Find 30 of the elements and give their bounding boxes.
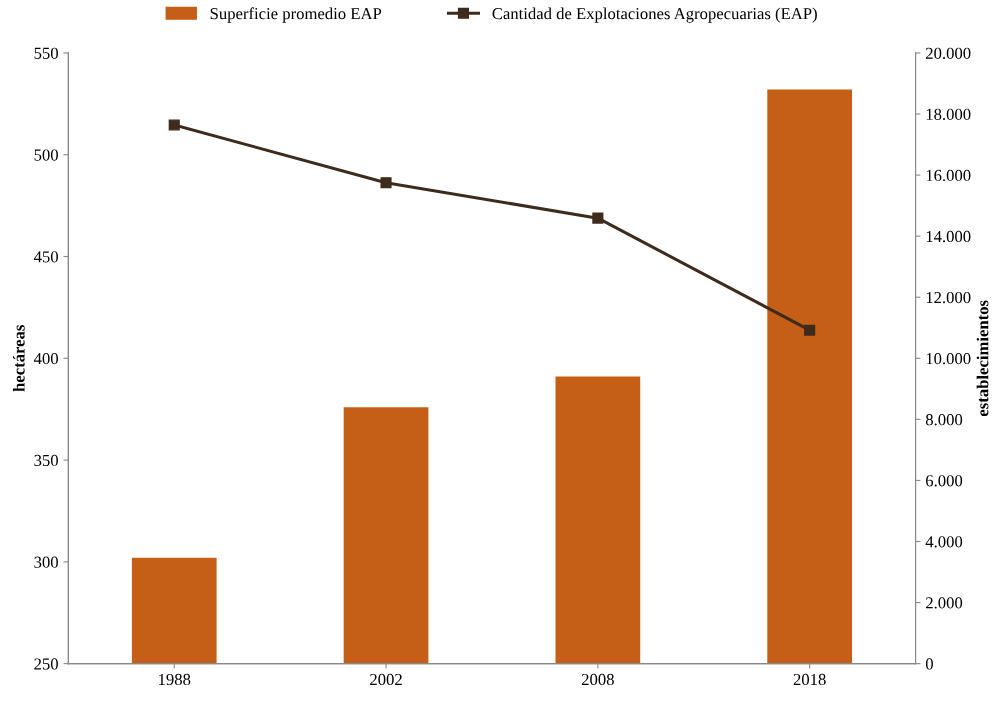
y2-tick-label: 20.000 bbox=[926, 47, 971, 59]
y2-tick-label: 8.000 bbox=[925, 414, 963, 426]
y-tick-label: 400 bbox=[33, 352, 58, 365]
y2-tick-label: 0 bbox=[925, 658, 933, 670]
x-tick-label: 2008 bbox=[581, 673, 614, 686]
y-tick-label: 500 bbox=[34, 149, 58, 161]
y-axis-title: hectáreas bbox=[12, 325, 25, 392]
y-tick-label: 450 bbox=[33, 251, 58, 263]
y-tick-label: 350 bbox=[34, 454, 58, 467]
y2-axis-title: establecimientos bbox=[976, 300, 989, 417]
point bbox=[168, 119, 180, 131]
legend-label: Superficie promedio EAP bbox=[210, 7, 382, 23]
point bbox=[380, 177, 392, 189]
x-tick-label: 2002 bbox=[370, 673, 402, 686]
y-tick-label: 300 bbox=[34, 556, 58, 568]
legend-label: Cantidad de Explotaciones Agropecuarias (EAP) bbox=[492, 7, 817, 23]
y2-tick-label: 6.000 bbox=[925, 475, 963, 487]
y2-tick-label: 16.000 bbox=[926, 169, 971, 182]
y-tick-label: 250 bbox=[34, 658, 58, 670]
y-tick-label: 550 bbox=[34, 47, 58, 59]
y2-tick-label: 14.000 bbox=[926, 230, 971, 243]
y2-tick-label: 18.000 bbox=[926, 108, 971, 121]
y2-tick-label: 10.000 bbox=[926, 352, 971, 365]
y2-tick-label: 12.000 bbox=[926, 291, 971, 304]
y2-tick-label: 4.000 bbox=[925, 536, 963, 548]
point bbox=[804, 324, 816, 336]
point bbox=[592, 212, 604, 224]
y2-tick-label: 2.000 bbox=[926, 597, 963, 609]
x-tick-label: 1988 bbox=[159, 673, 191, 686]
x-tick-label: 2018 bbox=[793, 673, 826, 686]
